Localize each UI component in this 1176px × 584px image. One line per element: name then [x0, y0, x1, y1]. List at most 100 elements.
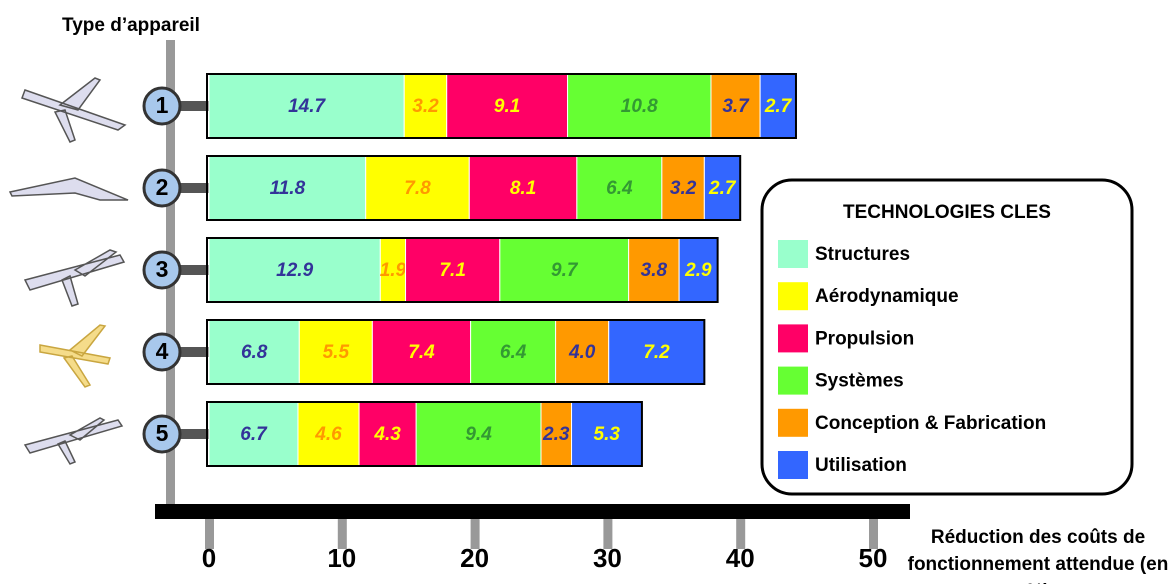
category-circle [142, 250, 182, 290]
value-label: 10.8 [621, 96, 658, 117]
value-label: 4.6 [314, 424, 342, 445]
value-label: 6.8 [241, 342, 268, 363]
category-label: 5 [156, 420, 169, 446]
x-tick-label: 0 [202, 543, 216, 573]
value-label: 3.2 [412, 96, 439, 117]
aircraft-icons [8, 77, 129, 465]
value-label: 7.4 [408, 342, 435, 363]
value-label: 5.5 [323, 342, 350, 363]
value-label: 8.1 [510, 178, 536, 199]
value-label: 3.2 [670, 178, 697, 199]
bar-segment [446, 73, 569, 139]
value-label: 6.7 [240, 424, 268, 445]
connector [175, 183, 210, 193]
legend-label: Conception & Fabrication [815, 413, 1046, 434]
value-label: 3.7 [722, 96, 750, 117]
value-label: 4.3 [373, 424, 401, 445]
aircraft-icon [8, 177, 129, 201]
x-tick-label: 50 [859, 543, 888, 573]
x-axis-bar [155, 504, 910, 519]
bar-segment [208, 155, 367, 221]
bar-segment [628, 237, 680, 303]
tick-mark [869, 519, 878, 549]
category-label: 2 [156, 174, 169, 200]
bar-segment [567, 73, 712, 139]
bar-segment [678, 237, 719, 303]
connector [175, 347, 210, 357]
connector [175, 429, 210, 439]
bar-segment [499, 237, 630, 303]
aircraft-icon [39, 324, 111, 388]
value-label: 9.7 [551, 260, 579, 281]
category-circle [142, 168, 182, 208]
legend-title: TECHNOLOGIES CLES [843, 202, 1051, 223]
value-label: 1.9 [380, 260, 407, 281]
bar-outline [206, 73, 797, 139]
value-label: 7.1 [439, 260, 465, 281]
legend-label: Systèmes [815, 371, 904, 392]
value-label: 2.3 [542, 424, 570, 445]
x-axis-label: Réduction des coûts de fonctionnement at… [907, 527, 1169, 584]
value-label: 5.3 [594, 424, 621, 445]
category-circle [142, 86, 182, 126]
value-label: 2.9 [684, 260, 712, 281]
value-label: 12.9 [276, 260, 313, 281]
category-circle [142, 414, 182, 454]
x-tick-label: 20 [460, 543, 489, 573]
value-label: 14.7 [288, 96, 326, 117]
tick-mark [736, 519, 746, 549]
bar-segment [405, 237, 501, 303]
value-label: 6.4 [500, 342, 527, 363]
legend-swatch [778, 366, 808, 395]
legend-swatch [778, 324, 808, 353]
value-label: 2.7 [708, 178, 737, 199]
value-label: 9.1 [494, 96, 520, 117]
bar-segment [555, 319, 610, 385]
aircraft-icon [23, 417, 124, 465]
value-label: 6.4 [606, 178, 633, 199]
tick-mark [337, 519, 347, 549]
legend-label: Structures [815, 244, 910, 265]
legend-swatch [778, 282, 808, 311]
legend-swatch [778, 240, 808, 268]
aircraft-icon [23, 249, 126, 307]
x-tick-label: 40 [726, 543, 755, 573]
value-label: 7.2 [643, 342, 670, 363]
category-label: 1 [156, 92, 169, 118]
value-label: 7.8 [404, 178, 431, 199]
bar-outline [206, 155, 742, 221]
tick-mark [470, 519, 480, 549]
value-label: 9.4 [465, 424, 492, 445]
tick-mark [205, 519, 214, 549]
value-label: 11.8 [270, 178, 306, 199]
connector [175, 265, 210, 275]
y-axis-label: Type d’appareil [62, 15, 200, 36]
category-label: 4 [156, 338, 169, 364]
legend-label: Propulsion [815, 328, 914, 349]
legend-label: Utilisation [815, 455, 907, 476]
legend-label: Aérodynamique [815, 286, 959, 307]
connector [175, 101, 210, 111]
bar-segment [608, 319, 705, 385]
bar-segment [297, 401, 360, 467]
bar-segment [470, 319, 557, 385]
legend-swatch [778, 408, 808, 437]
category-circle [142, 332, 182, 372]
bar-segment [365, 155, 470, 221]
value-label: 4.0 [568, 342, 596, 363]
bar-segment [759, 73, 797, 139]
legend-box [760, 178, 1134, 496]
x-tick-label: 10 [327, 543, 356, 573]
bar-segment [208, 401, 299, 467]
bar-outline [206, 237, 719, 303]
category-label: 3 [156, 256, 169, 282]
aircraft-icon [21, 77, 127, 143]
bar-outline [206, 319, 706, 385]
value-label: 3.8 [641, 260, 668, 281]
bar-segment [371, 319, 472, 385]
x-tick-label: 30 [593, 543, 622, 573]
bar-segment [208, 237, 381, 303]
tick-mark [603, 519, 613, 549]
